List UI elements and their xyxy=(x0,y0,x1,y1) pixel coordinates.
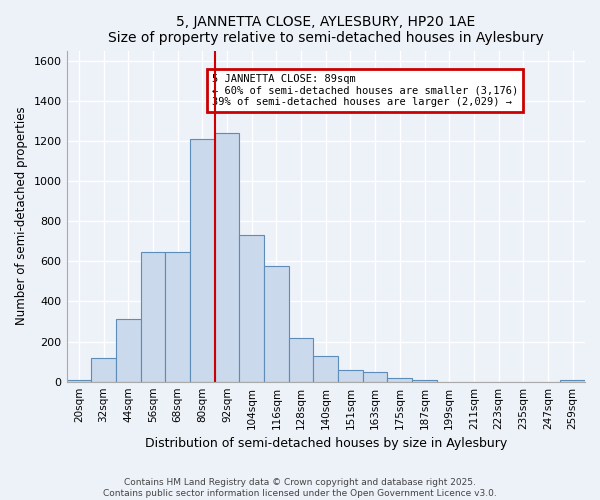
Bar xyxy=(116,320,140,382)
Bar xyxy=(67,380,91,382)
Bar xyxy=(215,133,239,382)
Text: Contains HM Land Registry data © Crown copyright and database right 2025.
Contai: Contains HM Land Registry data © Crown c… xyxy=(103,478,497,498)
Bar xyxy=(388,378,412,382)
Y-axis label: Number of semi-detached properties: Number of semi-detached properties xyxy=(15,107,28,326)
Bar xyxy=(560,380,585,382)
Title: 5, JANNETTA CLOSE, AYLESBURY, HP20 1AE
Size of property relative to semi-detache: 5, JANNETTA CLOSE, AYLESBURY, HP20 1AE S… xyxy=(108,15,544,45)
Bar xyxy=(264,266,289,382)
Bar xyxy=(91,358,116,382)
X-axis label: Distribution of semi-detached houses by size in Aylesbury: Distribution of semi-detached houses by … xyxy=(145,437,507,450)
Bar xyxy=(313,356,338,382)
Bar xyxy=(239,235,264,382)
Bar xyxy=(165,252,190,382)
Bar xyxy=(363,372,388,382)
Text: 5 JANNETTA CLOSE: 89sqm
← 60% of semi-detached houses are smaller (3,176)
39% of: 5 JANNETTA CLOSE: 89sqm ← 60% of semi-de… xyxy=(212,74,518,107)
Bar xyxy=(140,252,165,382)
Bar xyxy=(190,139,215,382)
Bar xyxy=(289,338,313,382)
Bar xyxy=(412,380,437,382)
Bar xyxy=(338,370,363,382)
